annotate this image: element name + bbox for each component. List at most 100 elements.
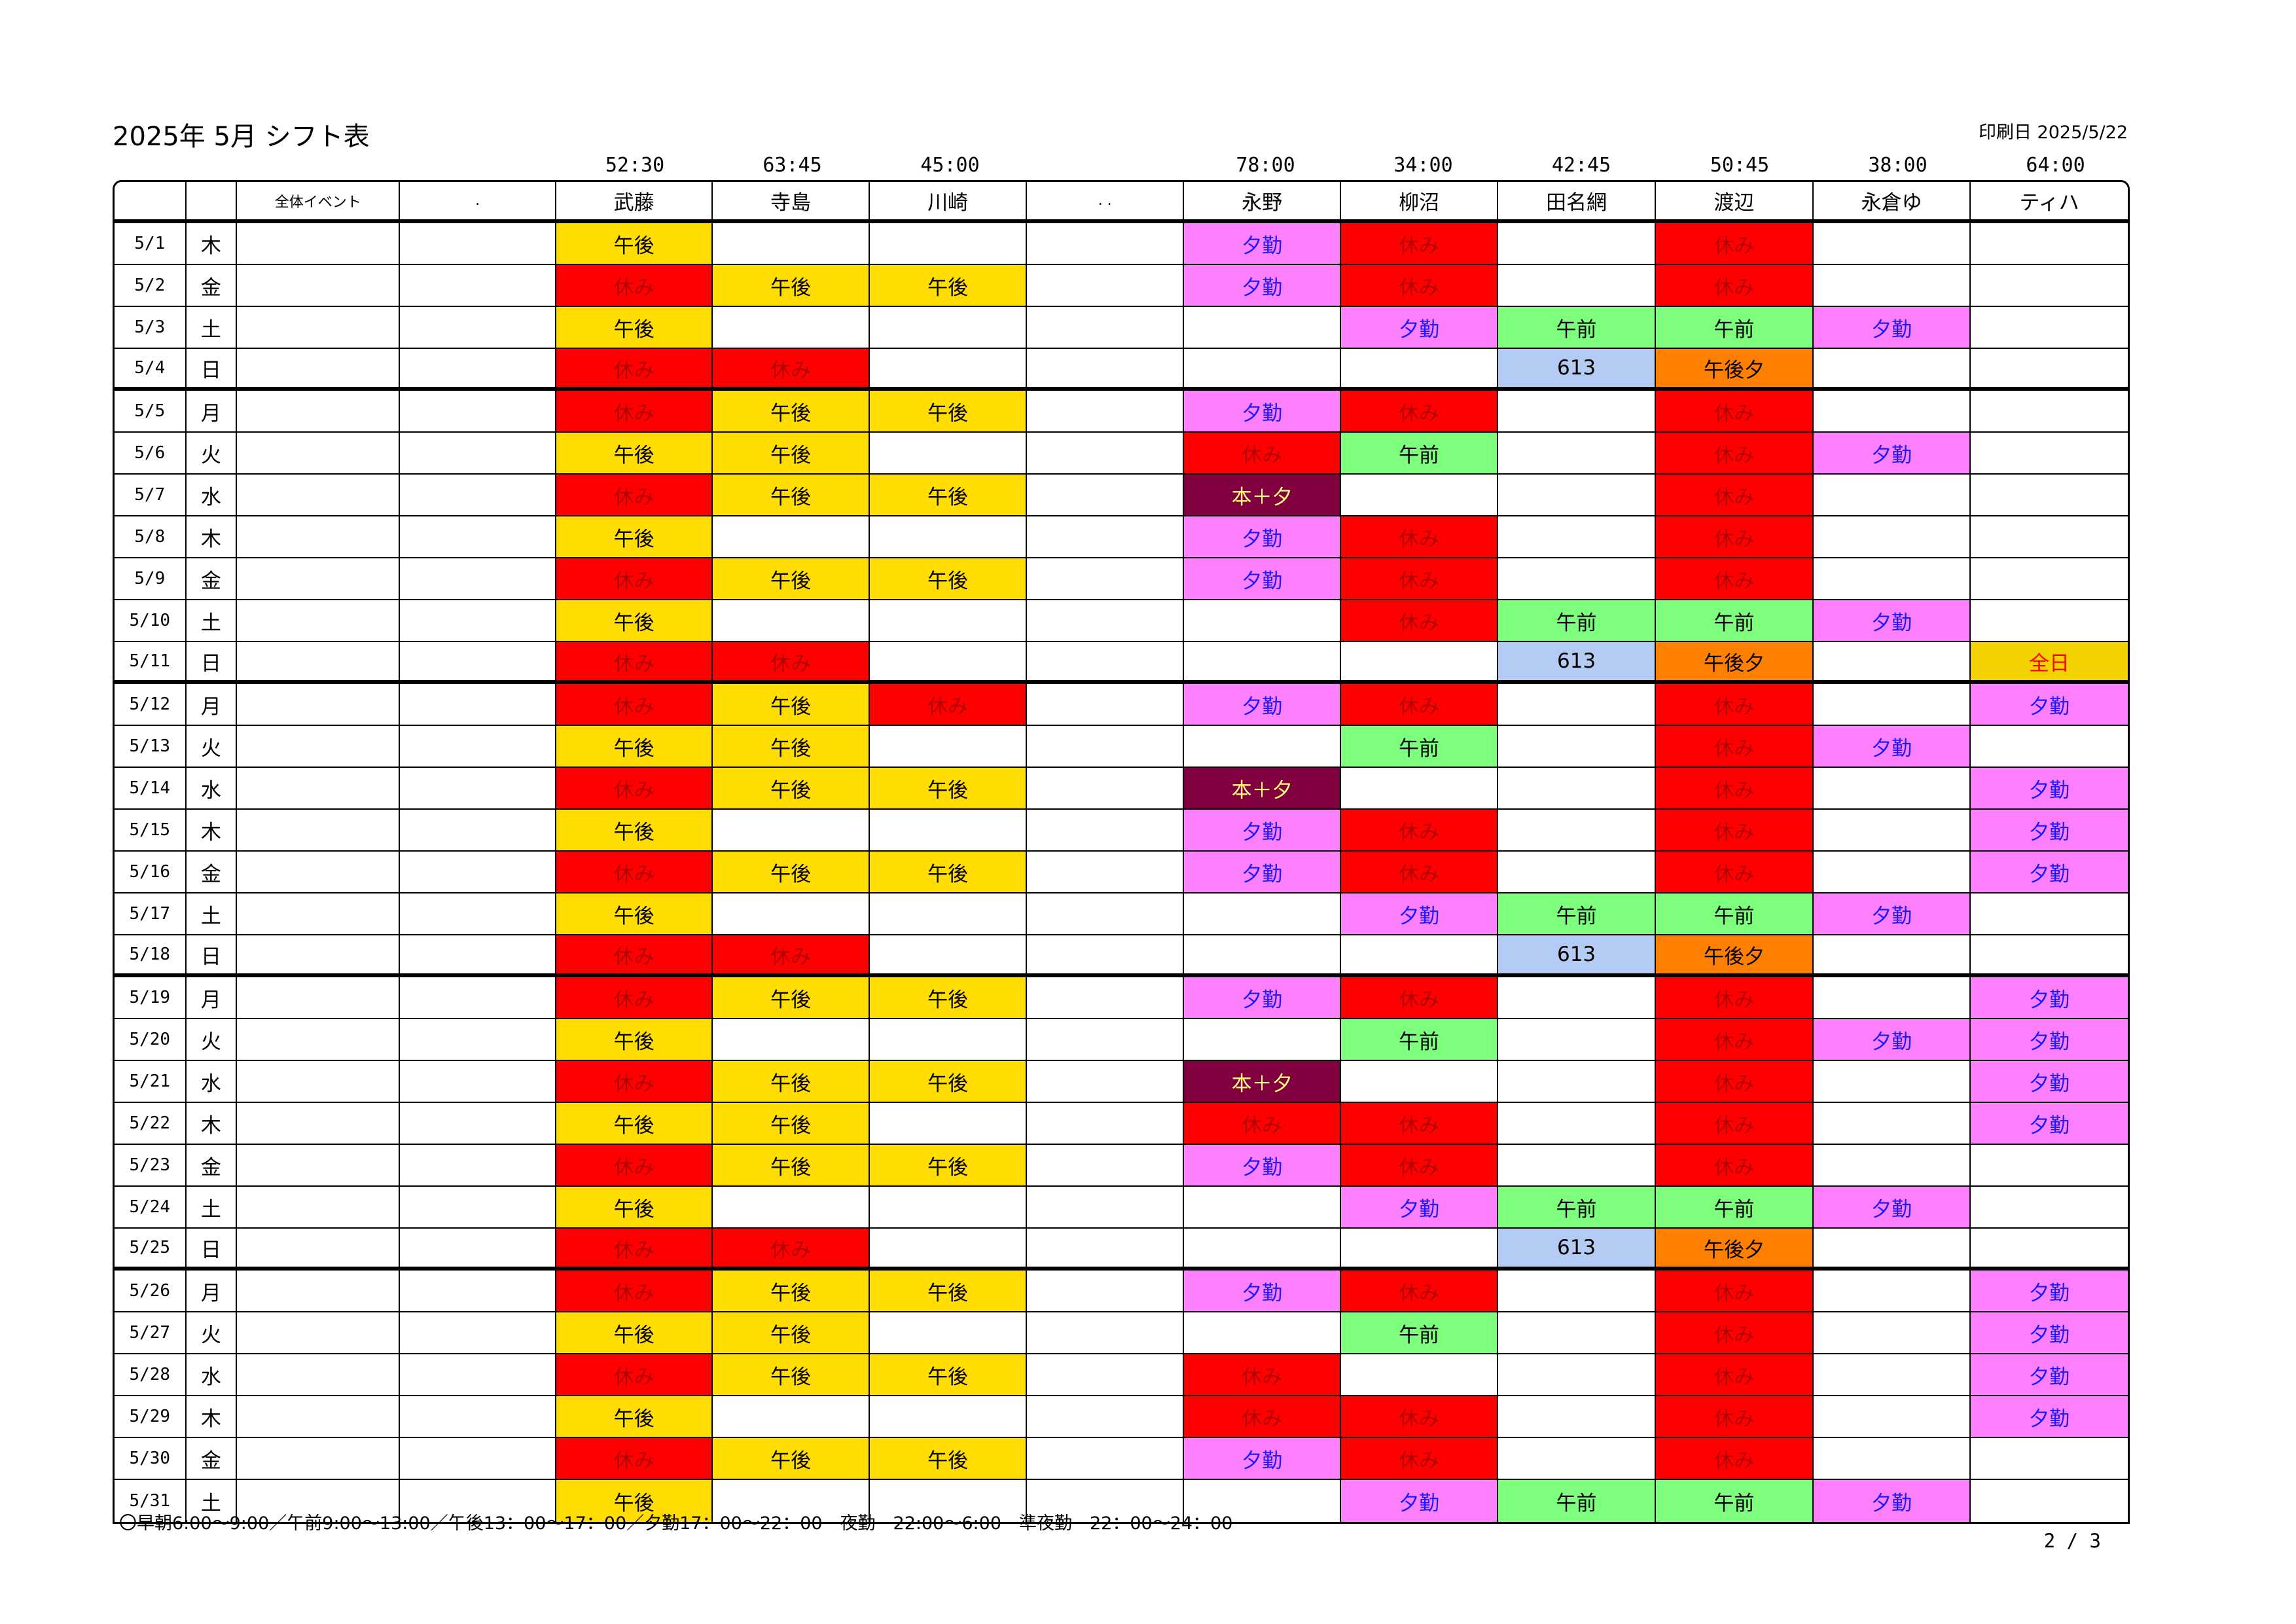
shift-cell: 613: [1498, 1229, 1657, 1267]
shift-cell: [1971, 1480, 2128, 1522]
staff-hours: 64:00: [2026, 154, 2085, 177]
shift-cell: [870, 893, 1028, 934]
shift-cell: 午後: [713, 684, 870, 725]
shift-cell: 夕勤: [1341, 893, 1499, 934]
blank-cell: [400, 265, 557, 306]
shift-cell: 休み: [1341, 223, 1499, 264]
shift-cell: [1814, 223, 1971, 264]
shift-cell: 休み: [1341, 852, 1499, 892]
shift-cell: [1184, 935, 1342, 973]
shift-cell: [1814, 1061, 1971, 1102]
day-of-week-cell: 日: [187, 1229, 238, 1267]
shift-cell: 午前: [1498, 1480, 1657, 1522]
shift-cell: [1971, 516, 2128, 557]
shift-cell: 夕勤: [1184, 852, 1342, 892]
shift-cell: 休み: [1656, 1354, 1814, 1395]
table-row: 5/8 木午後 夕勤 休み 休み: [115, 516, 2128, 558]
shift-cell: [1027, 852, 1185, 892]
staff-name-header: 渡辺: [1656, 182, 1814, 219]
shift-cell: [1498, 1145, 1657, 1185]
day-of-week-cell: 木: [187, 223, 238, 264]
event-cell: [237, 642, 401, 680]
date-cell: 5/10: [115, 600, 187, 641]
shift-cell: 休み: [556, 391, 713, 431]
date-cell: 5/8: [115, 516, 187, 557]
shift-cell: [1498, 852, 1657, 892]
event-cell: [237, 1354, 401, 1395]
shift-cell: 613: [1498, 349, 1657, 387]
shift-cell: [1027, 265, 1185, 306]
shift-cell: [870, 307, 1028, 348]
shift-cell: [1027, 1396, 1185, 1437]
shift-cell: [1814, 642, 1971, 680]
shift-cell: 休み: [1341, 600, 1499, 641]
shift-cell: 休み: [1184, 1396, 1342, 1437]
shift-cell: 午後: [556, 1312, 713, 1353]
table-row: 5/26 月休み 午後 午後 夕勤 休み 休み 夕勤: [115, 1271, 2128, 1312]
shift-cell: 午後: [870, 1438, 1028, 1479]
shift-cell: 休み: [556, 935, 713, 973]
shift-cell: [1341, 642, 1499, 680]
table-row: 5/15 木午後 夕勤 休み 休み 夕勤: [115, 810, 2128, 852]
shift-cell: 613: [1498, 642, 1657, 680]
blank-cell: [400, 223, 557, 264]
shift-cell: [1184, 349, 1342, 387]
shift-cell: 午後: [713, 391, 870, 431]
shift-cell: 午後: [556, 307, 713, 348]
date-cell: 5/5: [115, 391, 187, 431]
event-header: 全体イベント: [237, 182, 401, 219]
shift-cell: [1814, 391, 1971, 431]
shift-cell: 休み: [1341, 1103, 1499, 1144]
shift-cell: 午後: [713, 1061, 870, 1102]
shift-cell: 夕勤: [1971, 810, 2128, 850]
shift-cell: [1027, 768, 1185, 808]
shift-cell: 休み: [1341, 391, 1499, 431]
shift-cell: 午前: [1341, 433, 1499, 473]
date-cell: 5/3: [115, 307, 187, 348]
shift-cell: [1184, 1019, 1342, 1060]
shift-cell: [1027, 1354, 1185, 1395]
shift-cell: 休み: [1656, 1312, 1814, 1353]
shift-cell: 夕勤: [1814, 433, 1971, 473]
table-row: 5/30 金休み 午後 午後 夕勤 休み 休み: [115, 1438, 2128, 1480]
blank-cell: [400, 768, 557, 808]
shift-cell: 夕勤: [1971, 684, 2128, 725]
shift-cell: 休み: [1656, 1396, 1814, 1437]
shift-cell: [1971, 1229, 2128, 1267]
staff-name-header: ティハ: [2019, 191, 2079, 215]
shift-cell: 午後: [556, 516, 713, 557]
shift-cell: [1814, 768, 1971, 808]
shift-cell: [1027, 1438, 1185, 1479]
shift-cell: [1027, 1103, 1185, 1144]
event-cell: [237, 1480, 401, 1522]
shift-cell: 午後: [713, 265, 870, 306]
shift-cell: [1498, 977, 1657, 1018]
date-cell: 5/24: [115, 1187, 187, 1227]
shift-cell: 夕勤: [1184, 558, 1342, 599]
day-of-week-cell: 土: [187, 600, 238, 641]
shift-cell: 夕勤: [1184, 265, 1342, 306]
blank-cell: [400, 1271, 557, 1311]
event-cell: [237, 1145, 401, 1185]
day-of-week-cell: 金: [187, 558, 238, 599]
event-cell: [237, 1187, 401, 1227]
blank-cell: [400, 684, 557, 725]
shift-cell: [1814, 265, 1971, 306]
shift-cell: [870, 223, 1028, 264]
event-cell: [237, 349, 401, 387]
shift-cell: [1027, 1229, 1185, 1267]
shift-cell: 夕勤: [1814, 600, 1971, 641]
shift-cell: 休み: [1656, 1103, 1814, 1144]
shift-cell: [1027, 516, 1185, 557]
event-cell: [237, 558, 401, 599]
shift-cell: [1027, 1061, 1185, 1102]
event-cell: [237, 600, 401, 641]
blank-cell: [400, 1145, 557, 1185]
shift-cell: [1814, 349, 1971, 387]
shift-cell: [1027, 391, 1185, 431]
table-row: 5/31 土午後 夕勤 午前 午前 夕勤: [115, 1480, 2128, 1522]
shift-cell: 本＋夕: [1184, 1061, 1342, 1102]
shift-cell: 午後夕: [1656, 935, 1814, 973]
date-cell: 5/21: [115, 1061, 187, 1102]
shift-cell: [1498, 810, 1657, 850]
